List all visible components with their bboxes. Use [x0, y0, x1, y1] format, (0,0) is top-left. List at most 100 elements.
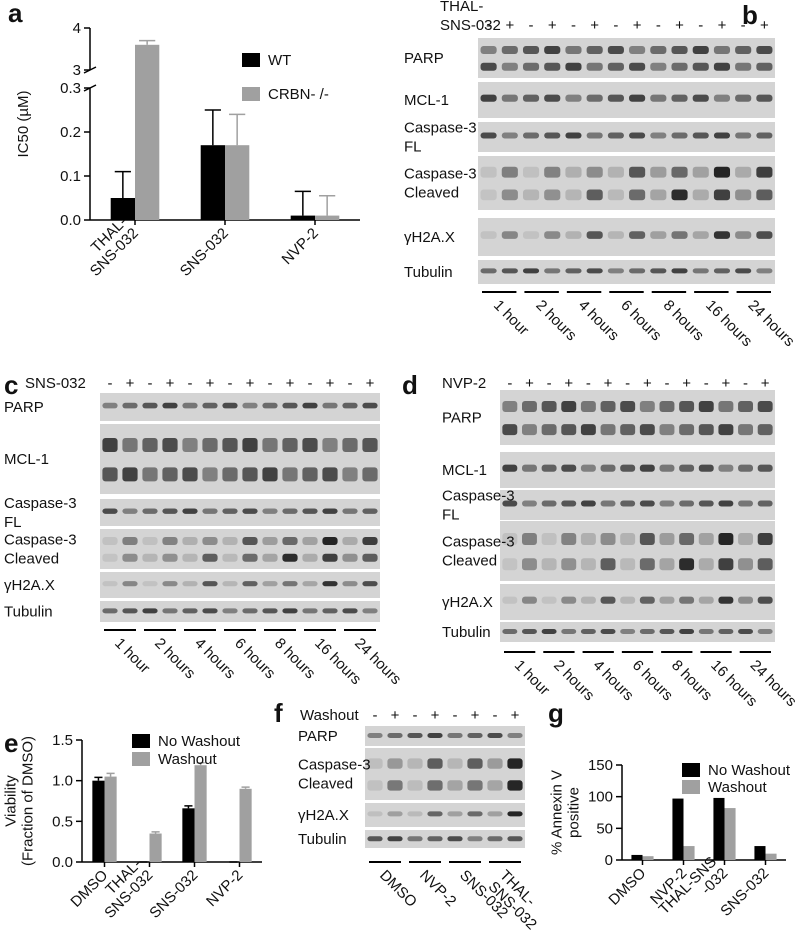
- group-label: 1 hour: [111, 635, 153, 677]
- blot-band: [650, 62, 667, 71]
- blot-band: [342, 402, 358, 409]
- blot-band: [698, 533, 714, 545]
- blot-band: [659, 558, 675, 571]
- blot-band: [427, 811, 443, 817]
- blot-band: [620, 533, 636, 545]
- blot-band: [480, 62, 497, 71]
- lane-sign: +: [505, 17, 514, 34]
- y-tick-label: 0.0: [52, 854, 73, 871]
- blot-band: [322, 553, 338, 562]
- lane-sign: -: [507, 375, 512, 392]
- blot-band: [507, 780, 523, 791]
- y-tick-label: 100: [588, 789, 613, 806]
- error-bar: [184, 805, 193, 809]
- treatment-label: SNS-032: [25, 375, 86, 392]
- blot-band: [580, 424, 596, 436]
- group-label: 2 hours: [532, 297, 579, 344]
- blot-band: [607, 189, 624, 201]
- blot-row: [500, 490, 775, 520]
- blot-band: [671, 166, 688, 178]
- lane-sign: +: [761, 375, 770, 392]
- blot-band: [580, 629, 596, 634]
- blot-band: [487, 836, 503, 842]
- blot-band: [679, 533, 695, 545]
- blot-band: [561, 533, 577, 545]
- x-tick-label: DMSO: [605, 865, 649, 909]
- blot-band: [162, 508, 178, 514]
- group-label: 6 hours: [617, 297, 664, 344]
- blot-background: [365, 748, 525, 800]
- lane-sign: +: [471, 707, 480, 724]
- lane-sign: -: [486, 17, 491, 34]
- blot-background: [478, 38, 775, 78]
- blot-band: [322, 438, 338, 452]
- blot-band: [735, 62, 752, 71]
- blot-band: [522, 62, 540, 71]
- blot-band: [522, 401, 537, 412]
- blot-band: [713, 94, 731, 102]
- blot-row: [478, 38, 775, 78]
- lane-sign: +: [564, 375, 573, 392]
- row-label: γH2A.X: [4, 577, 55, 594]
- blot-band: [735, 189, 752, 201]
- blot-band: [756, 166, 773, 178]
- blot-band: [541, 558, 557, 571]
- blot-band: [757, 464, 773, 472]
- lane-sign: +: [548, 17, 557, 34]
- legend-label: WT: [268, 52, 291, 69]
- error-bar: [196, 762, 205, 766]
- bar: [683, 846, 695, 860]
- blot-band: [639, 596, 655, 604]
- blot-band: [367, 780, 383, 791]
- blot-band: [182, 402, 198, 409]
- blot-band: [222, 581, 238, 587]
- blot-band: [182, 438, 198, 452]
- lane-sign: -: [613, 17, 618, 34]
- blot-band: [407, 811, 423, 817]
- blot-band: [102, 581, 118, 587]
- group-label: 2 hours: [151, 635, 198, 682]
- blot-band: [565, 268, 582, 274]
- blot-band: [487, 733, 503, 738]
- blot-band: [544, 46, 561, 54]
- blot-row: [500, 622, 775, 642]
- group-label: 1 hour: [490, 297, 532, 339]
- blot-row: [100, 393, 380, 421]
- blot-band: [501, 231, 518, 239]
- lane-sign: +: [366, 375, 375, 392]
- treatment-label: NVP-2: [442, 375, 486, 392]
- blot-band: [713, 189, 731, 201]
- blot-band: [639, 558, 655, 571]
- bar: [194, 765, 207, 862]
- legend-swatch: [682, 763, 700, 777]
- blot-band: [242, 537, 258, 545]
- blot-band: [182, 581, 198, 587]
- blot-band: [692, 62, 709, 71]
- blot-row: [478, 218, 775, 256]
- row-label: Tubulin: [4, 604, 53, 621]
- blot-band: [262, 608, 278, 614]
- blot-band: [142, 467, 158, 482]
- legend-swatch: [682, 780, 700, 794]
- blot-band: [692, 94, 709, 102]
- blot-band: [222, 402, 238, 409]
- bar: [239, 788, 252, 862]
- lane-sign: +: [246, 375, 255, 392]
- blot-band: [659, 533, 675, 545]
- lane-sign: +: [633, 17, 642, 34]
- lane-sign: +: [326, 375, 335, 392]
- blot-band: [735, 231, 752, 239]
- blot-background: [478, 82, 775, 118]
- blot-band: [639, 533, 655, 545]
- blot-band: [607, 231, 624, 239]
- blot-band: [756, 94, 773, 102]
- blot-band: [650, 231, 667, 239]
- blot-row: [365, 830, 525, 848]
- blot-band: [735, 46, 752, 54]
- blot-band: [502, 596, 518, 604]
- blot-band: [565, 189, 582, 201]
- blot-band: [262, 402, 278, 409]
- blot-band: [367, 811, 383, 817]
- blot-band: [142, 508, 158, 514]
- bar: [724, 808, 736, 860]
